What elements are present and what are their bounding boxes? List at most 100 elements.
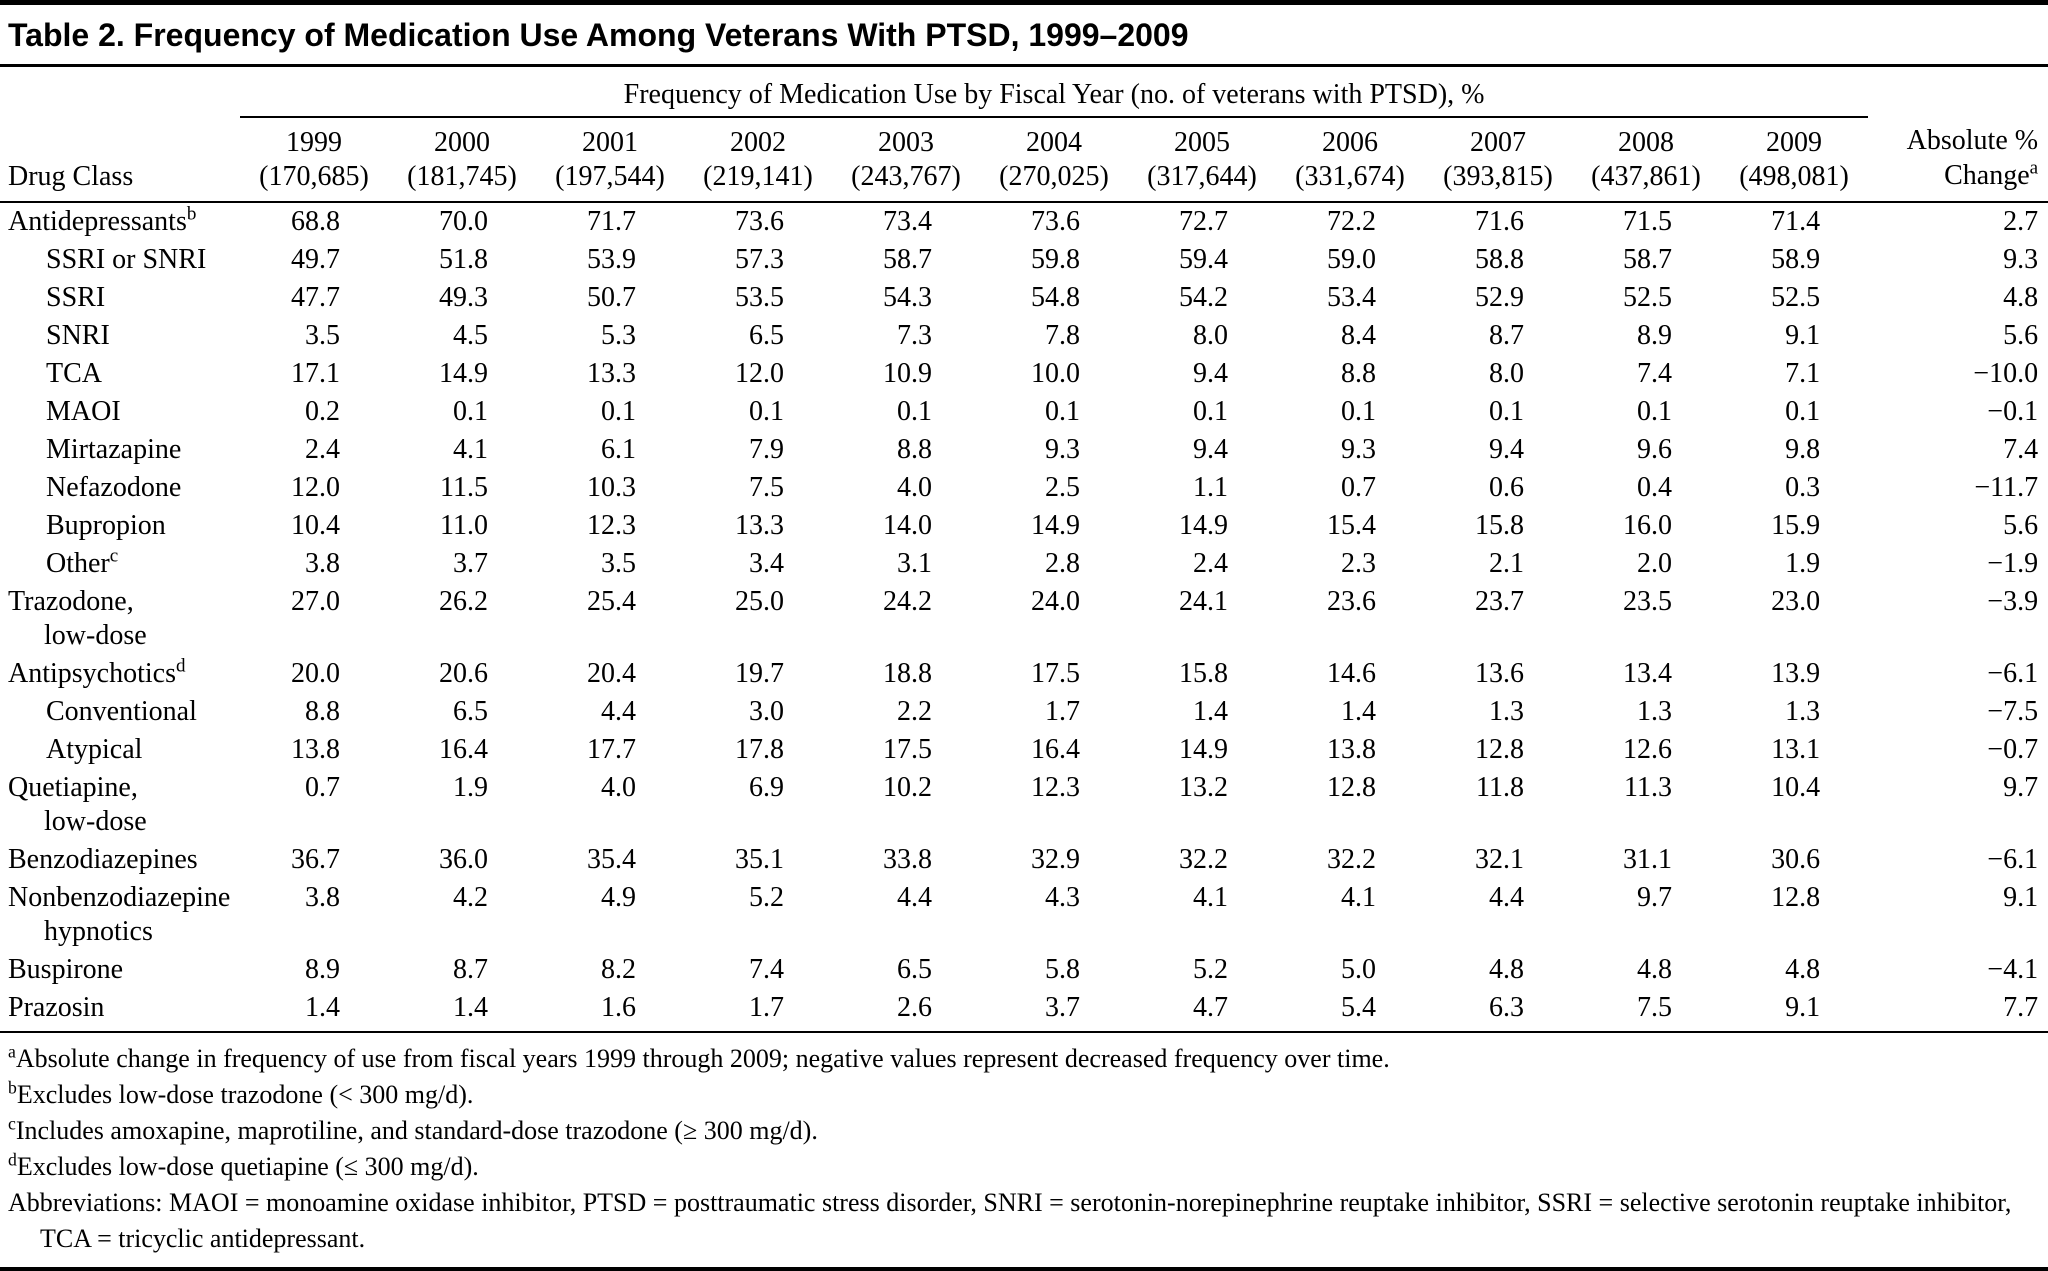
value-cell: 32.2	[1327, 844, 1376, 875]
value-cell: 24.0	[1031, 586, 1080, 617]
value-cell: 8.7	[1489, 320, 1524, 351]
value-cell: 0.4	[1637, 472, 1672, 503]
value-cell: 49.3	[439, 282, 488, 313]
table-row: Buspirone 8.9 8.7 8.2 7.4 6.5 5.8 5.2 5.0 4.8 4.8 4…	[0, 951, 2048, 989]
value-cell: 0.1	[749, 396, 784, 427]
drug-class-cell: TCA	[46, 358, 102, 389]
value-cell: 23.6	[1327, 586, 1376, 617]
value-cell: 36.7	[291, 844, 340, 875]
table-body: Antidepressantsb 68.8 70.0 71.7 73.6 73.4 73.6…	[0, 202, 2048, 1033]
value-cell: 53.4	[1327, 282, 1376, 313]
value-cell: 50.7	[587, 282, 636, 313]
value-cell: 4.5	[453, 320, 488, 351]
footnote: aAbsolute change in frequency of use fro…	[8, 1041, 1390, 1073]
table-row: Benzodiazepines 36.7 36.0 35.4 35.1 33.8 32.9 3…	[0, 841, 2048, 879]
value-cell: 2.3	[1341, 548, 1376, 579]
drug-class-cell: Conventional	[46, 696, 197, 727]
value-cell: 1.4	[240, 989, 388, 1033]
absolute-change-cell: 2.7	[2003, 206, 2039, 237]
table-row: TCA 17.1 14.9 13.3 12.0 10.9 10.0 9.4 8.8 8.0 7.4 7…	[0, 355, 2048, 393]
veteran-count-header: (331,674)	[1276, 159, 1424, 203]
value-cell: 9.4	[1489, 434, 1524, 465]
value-cell: 4.1	[453, 434, 488, 465]
value-cell: 4.4	[601, 696, 636, 727]
absolute-change-cell: −1.9	[1987, 548, 2039, 579]
value-cell: 13.3	[587, 358, 636, 389]
value-cell: 18.8	[883, 658, 932, 689]
value-cell: 4.4	[1489, 882, 1524, 913]
value-cell: 6.5	[749, 320, 784, 351]
value-cell: 6.5	[897, 954, 932, 985]
value-cell: 1.7	[1045, 696, 1080, 727]
value-cell: 13.1	[1771, 734, 1821, 765]
value-cell: 9.8	[1785, 434, 1821, 465]
header-span-row: Frequency of Medication Use by Fiscal Ye…	[0, 67, 2048, 118]
year-header: 2009	[1766, 127, 1823, 158]
value-cell: 3.5	[601, 548, 636, 579]
value-cell: 8.8	[897, 434, 932, 465]
value-cell: 11.5	[440, 472, 488, 503]
value-cell: 5.2	[749, 882, 784, 913]
table-row: Mirtazapine 2.4 4.1 6.1 7.9 8.8 9.3 9.4 9.3 9.4 9.…	[0, 431, 2048, 469]
value-cell: 5.3	[601, 320, 636, 351]
value-cell: 71.5	[1623, 206, 1672, 237]
value-cell: 7.4	[749, 954, 784, 985]
value-cell: 7.8	[1045, 320, 1080, 351]
value-cell: 13.9	[1771, 658, 1821, 689]
value-cell: 1.9	[1785, 548, 1821, 579]
value-cell: 10.2	[883, 772, 932, 803]
value-cell: 53.5	[735, 282, 784, 313]
drug-class-cell: Nefazodone	[46, 472, 182, 503]
value-cell: 0.1	[1637, 396, 1672, 427]
value-cell: 15.8	[1475, 510, 1524, 541]
value-cell: 7.1	[1785, 358, 1821, 389]
value-cell: 13.4	[1623, 658, 1672, 689]
value-cell: 8.0	[1489, 358, 1524, 389]
value-cell: 72.2	[1327, 206, 1376, 237]
value-cell: 17.5	[883, 734, 932, 765]
table-row: Antipsychoticsd 20.0 20.6 20.4 19.7 18.8 17.5 1…	[0, 655, 2048, 693]
year-header: 2008	[1618, 127, 1674, 158]
value-cell: 13.3	[735, 510, 784, 541]
value-cell: 27.0	[291, 586, 340, 617]
year-header: 2001	[582, 127, 638, 158]
absolute-change-cell: 9.1	[2003, 882, 2039, 913]
header-spacer	[1868, 67, 2048, 117]
value-cell: 59.0	[1327, 244, 1376, 275]
value-cell: 17.7	[587, 734, 636, 765]
absolute-change-cell: −6.1	[1987, 658, 2039, 689]
value-cell: 12.8	[1771, 882, 1821, 913]
value-cell: 4.8	[1637, 954, 1672, 985]
table-header: Frequency of Medication Use by Fiscal Ye…	[0, 67, 2048, 203]
value-cell: 54.3	[883, 282, 932, 313]
value-cell: 53.9	[587, 244, 636, 275]
value-cell: 59.4	[1179, 244, 1228, 275]
value-cell: 72.7	[1179, 206, 1228, 237]
absolute-change-cell: −11.7	[1974, 472, 2039, 503]
drug-class-cell: Antipsychoticsd	[8, 655, 186, 689]
value-cell: 2.6	[832, 989, 980, 1033]
value-cell: 58.7	[883, 244, 932, 275]
value-cell: 13.8	[1327, 734, 1376, 765]
footnote: bExcludes low-dose trazodone (< 300 mg/d…	[8, 1077, 474, 1109]
table-row: Antidepressantsb 68.8 70.0 71.7 73.6 73.4 73.6…	[0, 202, 2048, 241]
value-cell: 17.1	[291, 358, 340, 389]
absolute-change-cell: 9.3	[2003, 244, 2039, 275]
absolute-change-header: Absolute % Changea	[1868, 117, 2048, 203]
drug-class-cell: Atypical	[46, 734, 143, 765]
absolute-change-cell: −4.1	[1987, 954, 2039, 985]
table-row: Prazosin 1.4 1.4 1.6 1.7 2.6 3.7 4.7 5.4 6.3 7.5 9.…	[0, 989, 2048, 1033]
value-cell: 52.5	[1623, 282, 1672, 313]
value-cell: 58.7	[1623, 244, 1672, 275]
value-cell: 8.8	[305, 696, 340, 727]
veteran-count-header: (181,745)	[388, 159, 536, 203]
value-cell: 71.7	[587, 206, 636, 237]
value-cell: 71.4	[1771, 206, 1821, 237]
value-cell: 2.5	[1045, 472, 1080, 503]
value-cell: 4.2	[453, 882, 488, 913]
table-row: Nonbenzodiazepine hypnotics 3.8 4.2 4.9 5.2 4.…	[0, 879, 2048, 951]
year-header: 2003	[878, 127, 934, 158]
value-cell: 3.4	[749, 548, 784, 579]
year-header: 2006	[1322, 127, 1378, 158]
